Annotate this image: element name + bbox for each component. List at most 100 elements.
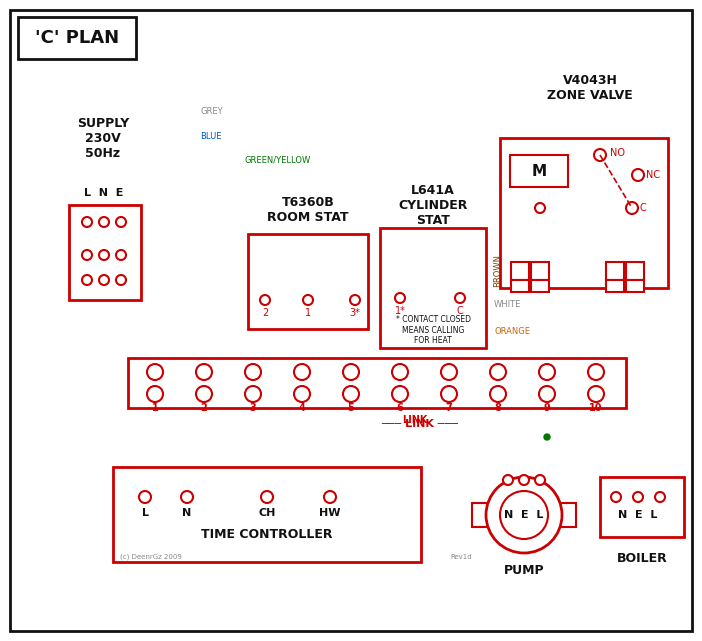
Text: BLUE: BLUE [200,132,222,141]
Circle shape [303,295,313,305]
Circle shape [535,475,545,485]
Text: WHITE: WHITE [494,299,522,308]
Circle shape [486,477,562,553]
Text: 8: 8 [495,403,501,413]
Text: TIME CONTROLLER: TIME CONTROLLER [201,528,333,542]
Circle shape [116,275,126,285]
Circle shape [343,386,359,402]
FancyBboxPatch shape [18,17,136,59]
Text: 3: 3 [250,403,256,413]
Text: 6: 6 [397,403,404,413]
Circle shape [519,475,529,485]
Text: BOILER: BOILER [616,551,668,565]
FancyBboxPatch shape [606,262,624,280]
Circle shape [544,434,550,440]
Circle shape [82,250,92,260]
Circle shape [116,217,126,227]
FancyBboxPatch shape [626,280,644,292]
Circle shape [147,386,163,402]
Circle shape [655,492,665,502]
Text: N  E  L: N E L [504,510,543,520]
Text: NC: NC [646,170,660,180]
Text: SUPPLY
230V
50Hz: SUPPLY 230V 50Hz [77,117,129,160]
Circle shape [633,492,643,502]
Circle shape [395,293,405,303]
FancyBboxPatch shape [10,10,692,631]
Text: 5: 5 [347,403,355,413]
Circle shape [245,386,261,402]
Circle shape [490,364,506,380]
Text: GREY: GREY [200,107,223,116]
FancyBboxPatch shape [606,280,624,292]
FancyBboxPatch shape [511,280,529,292]
Circle shape [350,295,360,305]
FancyBboxPatch shape [113,467,421,562]
FancyBboxPatch shape [531,262,549,280]
FancyBboxPatch shape [248,234,368,329]
Circle shape [196,364,212,380]
Text: 7: 7 [446,403,452,413]
Text: N  E  L: N E L [618,510,658,520]
Circle shape [632,169,644,181]
Circle shape [99,217,109,227]
Text: C: C [640,203,647,213]
Circle shape [392,386,408,402]
Circle shape [343,364,359,380]
Circle shape [116,250,126,260]
Text: 4: 4 [298,403,305,413]
Circle shape [539,386,555,402]
Text: 1: 1 [152,403,159,413]
Circle shape [324,491,336,503]
Circle shape [196,386,212,402]
Text: * CONTACT CLOSED
MEANS CALLING
FOR HEAT: * CONTACT CLOSED MEANS CALLING FOR HEAT [395,315,470,345]
Circle shape [392,364,408,380]
Text: NO: NO [610,148,625,158]
Circle shape [99,250,109,260]
Text: HW: HW [319,508,340,518]
Circle shape [594,149,606,161]
FancyBboxPatch shape [472,503,488,527]
Text: 10: 10 [589,403,603,413]
Circle shape [539,364,555,380]
Circle shape [455,293,465,303]
Circle shape [260,295,270,305]
Circle shape [147,364,163,380]
FancyBboxPatch shape [511,262,529,280]
FancyBboxPatch shape [510,155,568,187]
Text: C: C [456,306,463,316]
Circle shape [99,275,109,285]
Text: 2: 2 [262,308,268,318]
Text: 9: 9 [543,403,550,413]
Text: N: N [183,508,192,518]
Text: CH: CH [258,508,276,518]
Circle shape [181,491,193,503]
Text: 1*: 1* [395,306,406,316]
Circle shape [588,386,604,402]
Circle shape [626,202,638,214]
Circle shape [535,203,545,213]
Text: PUMP: PUMP [504,563,544,576]
Text: Rev1d: Rev1d [450,554,472,560]
Circle shape [441,386,457,402]
Circle shape [82,275,92,285]
Text: GREEN/YELLOW: GREEN/YELLOW [244,155,310,164]
Circle shape [500,491,548,539]
Circle shape [139,491,151,503]
Text: ORANGE: ORANGE [494,326,530,335]
Text: M: M [531,163,547,178]
Circle shape [611,492,621,502]
Text: 2: 2 [201,403,207,413]
Text: (c) DeenrGz 2009: (c) DeenrGz 2009 [120,554,182,560]
Text: L: L [142,508,149,518]
Text: ─── LINK ───: ─── LINK ─── [381,419,458,429]
Text: LINK: LINK [402,415,428,425]
Text: L641A
CYLINDER
STAT: L641A CYLINDER STAT [398,183,468,226]
FancyBboxPatch shape [380,228,486,348]
FancyBboxPatch shape [128,358,626,408]
FancyBboxPatch shape [69,205,141,300]
Circle shape [294,386,310,402]
Circle shape [82,217,92,227]
Circle shape [588,364,604,380]
Text: 'C' PLAN: 'C' PLAN [35,29,119,47]
Text: V4043H
ZONE VALVE: V4043H ZONE VALVE [547,74,633,102]
